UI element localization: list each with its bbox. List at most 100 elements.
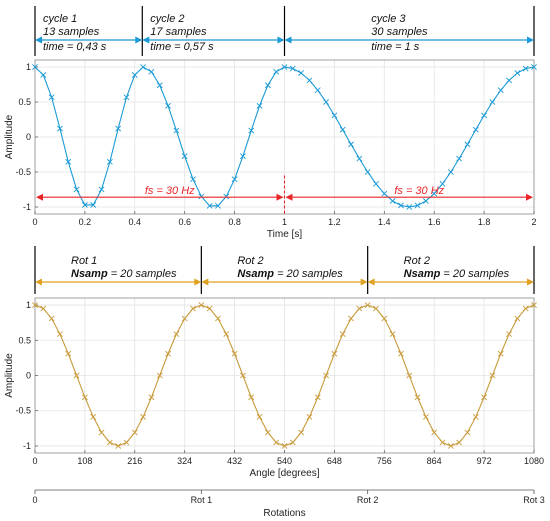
angle-chart-point-26 bbox=[248, 394, 255, 401]
angle-chart-point-38 bbox=[348, 315, 354, 322]
angle-chart-point-59 bbox=[522, 305, 529, 312]
rotations-axis: 0 Rot 1 Rot 2 Rot 3 Rotations bbox=[32, 489, 545, 519]
time-chart-point-4 bbox=[65, 158, 72, 165]
time-chart-xtick-label-4: 0.8 bbox=[228, 217, 241, 227]
time-chart-ytick-label-3: 0.5 bbox=[18, 97, 31, 107]
angle-chart-point-24 bbox=[231, 350, 238, 357]
angle-chart-ytick-label-2: 0 bbox=[26, 371, 31, 381]
angle-chart-point-6 bbox=[81, 394, 88, 401]
time-chart-point-34 bbox=[314, 87, 321, 94]
time-chart-xtick-label-2: 0.4 bbox=[129, 217, 142, 227]
time-chart-point-52 bbox=[464, 141, 471, 148]
time-chart-xtick-label-1: 0.2 bbox=[79, 217, 92, 227]
angle-chart-point-19 bbox=[190, 305, 196, 312]
time-chart-ylabel: Amplitude bbox=[4, 114, 15, 159]
angle-chart-point-40 bbox=[364, 302, 371, 308]
time-chart-point-27 bbox=[256, 102, 263, 109]
angle-chart-point-27 bbox=[256, 414, 263, 420]
rot-nsamp-2: Nsamp = 20 samples bbox=[404, 268, 510, 280]
cycle-bracket-0-head-right bbox=[135, 36, 143, 44]
angle-chart-xtick-label-6: 648 bbox=[327, 456, 342, 466]
rotations-tick-label-2: Rot 2 bbox=[357, 495, 379, 505]
time-chart-point-40 bbox=[364, 169, 371, 175]
angle-chart-point-48 bbox=[431, 429, 438, 436]
angle-chart-point-0 bbox=[32, 302, 38, 308]
time-chart-point-15 bbox=[156, 82, 163, 89]
rot-bracket-2-head-right bbox=[527, 278, 534, 286]
angle-chart-point-9 bbox=[106, 439, 113, 446]
angle-chart-point-57 bbox=[506, 331, 512, 337]
time-chart-ytick-label-1: -0.5 bbox=[15, 167, 31, 177]
time-chart-point-29 bbox=[273, 68, 280, 75]
angle-chart-xtick-label-9: 972 bbox=[477, 456, 492, 466]
angle-chart-point-36 bbox=[331, 350, 338, 357]
time-chart-point-39 bbox=[356, 155, 363, 162]
angle-chart-ytick-label-0: -1 bbox=[23, 441, 31, 451]
angle-chart-point-50 bbox=[447, 443, 454, 449]
angle-chart-point-22 bbox=[215, 315, 221, 322]
rot-bracket-1-head-right bbox=[360, 278, 368, 286]
fs-arrow-0-head-right bbox=[276, 193, 284, 201]
time-chart-point-49 bbox=[439, 180, 446, 187]
time-chart-point-6 bbox=[81, 202, 88, 208]
time-chart-point-33 bbox=[306, 77, 313, 84]
angle-chart-point-31 bbox=[289, 439, 296, 446]
angle-chart-point-29 bbox=[273, 439, 280, 446]
angle-chart-point-39 bbox=[356, 305, 363, 312]
angle-chart-xtick-label-10: 1080 bbox=[524, 456, 544, 466]
angle-chart-point-54 bbox=[481, 394, 488, 401]
time-chart-point-16 bbox=[165, 102, 171, 109]
angle-chart-xtick-label-8: 864 bbox=[427, 456, 442, 466]
cycle-bracket-0-head-left bbox=[35, 36, 42, 44]
rot-title-0: Rot 1 bbox=[71, 255, 97, 267]
angle-chart-point-23 bbox=[223, 331, 230, 337]
angle-chart-point-52 bbox=[464, 429, 471, 436]
angle-chart-ytick-label-1: -0.5 bbox=[15, 406, 31, 416]
cycle-bracket-1-head-left bbox=[142, 36, 150, 44]
rot-nsamp-value-1: = 20 samples bbox=[274, 268, 343, 280]
time-chart-point-56 bbox=[497, 87, 504, 94]
angle-chart-ytick-label-4: 1 bbox=[26, 300, 31, 310]
rot-bracket-0-head-left bbox=[35, 278, 42, 286]
time-chart-point-17 bbox=[173, 127, 180, 134]
time-chart-point-23 bbox=[223, 193, 230, 200]
time-chart-point-57 bbox=[506, 77, 512, 84]
cycle-bracket-2-head-right bbox=[527, 36, 534, 44]
time-chart-xtick-label-8: 1.6 bbox=[428, 217, 441, 227]
cycle-samples-0: 13 samples bbox=[43, 26, 100, 38]
angle-chart-xtick-label-0: 0 bbox=[32, 456, 37, 466]
angle-chart-point-46 bbox=[414, 394, 421, 401]
time-chart-point-3 bbox=[57, 125, 63, 132]
time-chart: 0 0.2 0.4 0.6 0.8 1 1.2 1.4 1.6 1.8 2 -1 -0.5 0 0.5 1 Ti… bbox=[4, 59, 537, 240]
cycle-title-0: cycle 1 bbox=[43, 13, 77, 25]
rot-title-2: Rot 2 bbox=[404, 255, 430, 267]
time-chart-point-60 bbox=[531, 64, 537, 70]
time-chart-point-48 bbox=[431, 190, 438, 197]
time-chart-point-58 bbox=[514, 70, 521, 76]
time-chart-point-11 bbox=[123, 94, 130, 101]
angle-chart-point-21 bbox=[206, 305, 213, 312]
cycle-time-1: time = 0,57 s bbox=[150, 41, 214, 53]
time-chart-point-26 bbox=[248, 127, 255, 134]
time-chart-point-30 bbox=[281, 64, 288, 70]
angle-chart-xtick-label-7: 756 bbox=[377, 456, 392, 466]
angle-chart-point-5 bbox=[73, 372, 80, 379]
angle-chart-point-11 bbox=[123, 439, 130, 446]
angle-chart-point-32 bbox=[298, 429, 305, 436]
time-chart-point-19 bbox=[190, 176, 196, 183]
time-chart-point-13 bbox=[140, 64, 147, 70]
time-chart-point-5 bbox=[73, 186, 80, 193]
time-chart-xtick-label-7: 1.4 bbox=[378, 217, 391, 227]
angle-chart-point-15 bbox=[156, 372, 163, 379]
angle-chart-point-4 bbox=[65, 350, 72, 357]
angle-chart-point-3 bbox=[57, 331, 63, 337]
rot-nsamp-0: Nsamp = 20 samples bbox=[71, 268, 177, 280]
time-chart-point-47 bbox=[422, 198, 429, 204]
time-chart-point-32 bbox=[298, 70, 305, 76]
cycle-bracket-1-head-right bbox=[277, 36, 285, 44]
time-chart-point-54 bbox=[481, 112, 488, 119]
cycle-samples-1: 17 samples bbox=[150, 26, 207, 38]
time-chart-point-12 bbox=[131, 72, 138, 78]
